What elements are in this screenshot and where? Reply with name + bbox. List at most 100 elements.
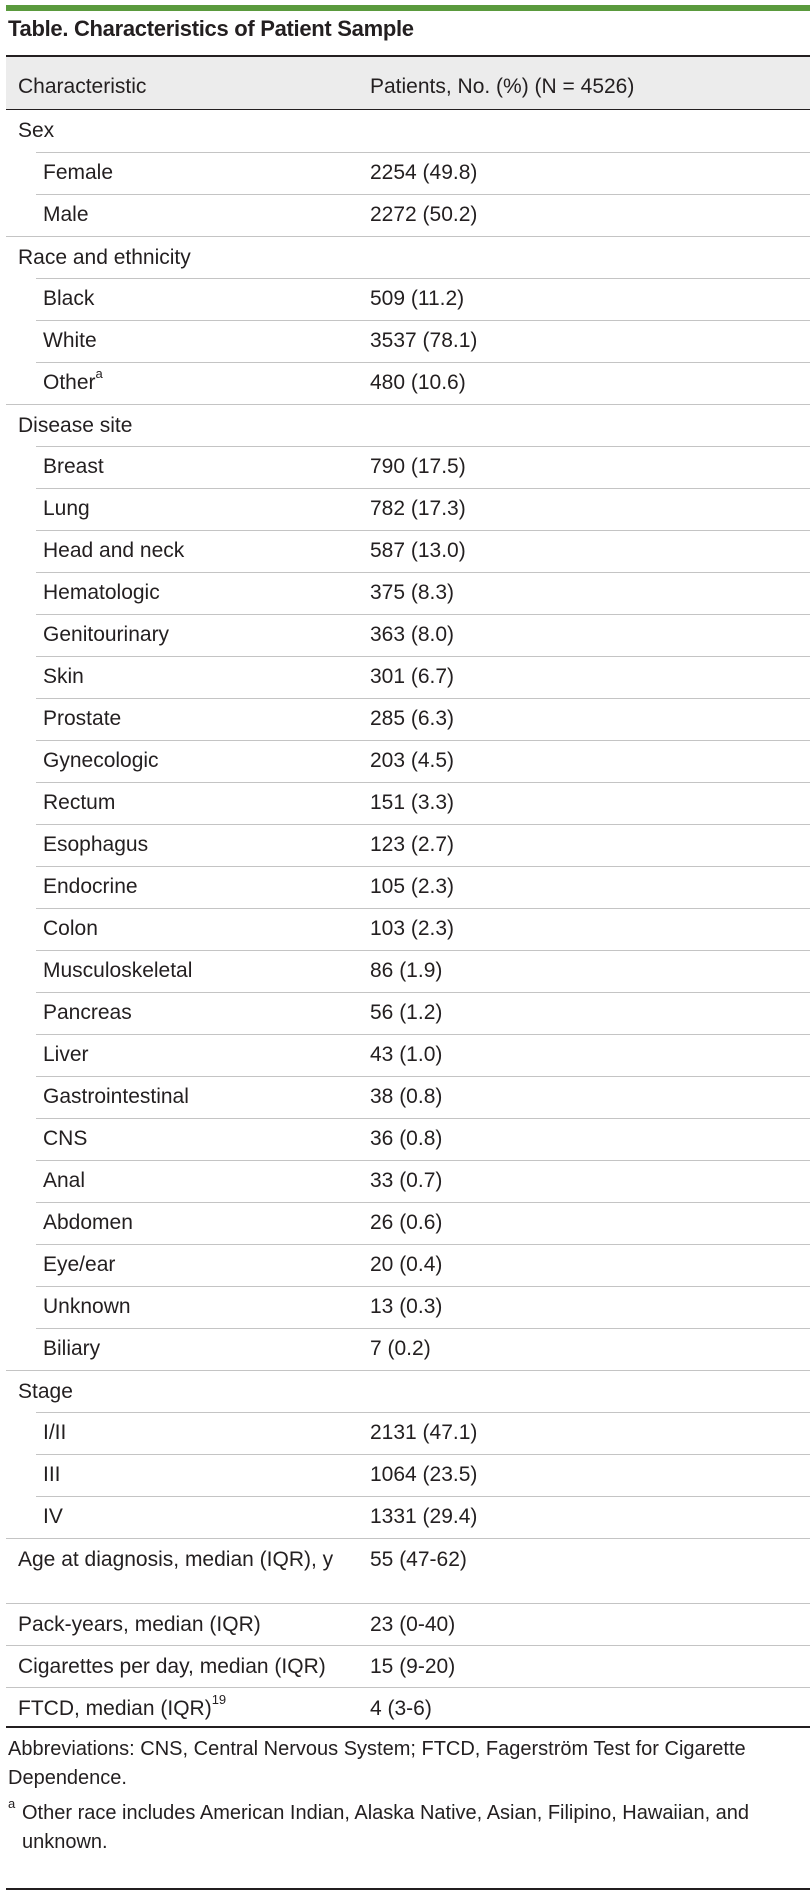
- row-label: Race and ethnicity: [18, 246, 191, 270]
- group-header-row: Stage: [6, 1370, 810, 1412]
- row-label: Male: [43, 203, 89, 227]
- row-label-text: Breast: [43, 455, 104, 478]
- table-row: Esophagus 123 (2.7): [6, 824, 810, 866]
- row-value: 43 (1.0): [370, 1043, 443, 1066]
- row-label-text: Pancreas: [43, 1001, 132, 1024]
- table-row: Female 2254 (49.8): [6, 152, 810, 194]
- row-label: Stage: [18, 1380, 73, 1404]
- row-label: CNS: [43, 1127, 87, 1151]
- row-value: 790 (17.5): [370, 455, 466, 478]
- row-label: FTCD, median (IQR)19: [18, 1693, 226, 1721]
- row-label-text: Rectum: [43, 791, 116, 814]
- footnote-ref: 19: [211, 1692, 227, 1707]
- row-value: 509 (11.2): [370, 287, 465, 310]
- row-value: 15 (9-20): [370, 1655, 456, 1678]
- row-value: 86 (1.9): [370, 959, 443, 982]
- row-label: Lung: [43, 497, 90, 521]
- row-label-text: White: [43, 329, 97, 352]
- table-row: Male 2272 (50.2): [6, 194, 810, 236]
- table-bottom-divider: [6, 1726, 810, 1728]
- row-value: 1331 (29.4): [370, 1505, 478, 1528]
- row-label: Anal: [43, 1169, 85, 1193]
- row-label: Disease site: [18, 414, 132, 438]
- table-row: IV 1331 (29.4): [6, 1496, 810, 1538]
- row-label: Liver: [43, 1043, 89, 1067]
- row-value: 151 (3.3): [370, 791, 455, 814]
- row-label-text: Cigarettes per day, median (IQR): [18, 1655, 326, 1678]
- table-row: Liver 43 (1.0): [6, 1034, 810, 1076]
- row-label-text: Female: [43, 161, 114, 184]
- row-label: Pancreas: [43, 1001, 132, 1025]
- row-label-text: Unknown: [43, 1295, 131, 1318]
- row-value: 38 (0.8): [370, 1085, 443, 1108]
- final-divider: [6, 1888, 810, 1890]
- row-label: Biliary: [43, 1337, 100, 1361]
- table-row: Endocrine 105 (2.3): [6, 866, 810, 908]
- table-row: Abdomen 26 (0.6): [6, 1202, 810, 1244]
- table-row: White 3537 (78.1): [6, 320, 810, 362]
- row-value: 56 (1.2): [370, 1001, 443, 1024]
- row-label: Genitourinary: [43, 623, 169, 647]
- row-label: Sex: [18, 119, 54, 143]
- row-label-text: Black: [43, 287, 95, 310]
- row-label: Cigarettes per day, median (IQR): [18, 1655, 326, 1679]
- row-label: White: [43, 329, 97, 353]
- row-label-text: Esophagus: [43, 833, 149, 856]
- table-row: Lung 782 (17.3): [6, 488, 810, 530]
- row-label: Gynecologic: [43, 749, 159, 773]
- row-label: Musculoskeletal: [43, 959, 192, 983]
- row-label: Breast: [43, 455, 104, 479]
- row-label: Esophagus: [43, 833, 148, 857]
- table-row: Genitourinary 363 (8.0): [6, 614, 810, 656]
- table-row: CNS 36 (0.8): [6, 1118, 810, 1160]
- row-label-text: I/II: [43, 1421, 67, 1444]
- row-value: 4 (3-6): [370, 1697, 432, 1720]
- table-row: Cigarettes per day, median (IQR) 15 (9-20…: [6, 1645, 810, 1687]
- row-label: Othera: [43, 367, 103, 395]
- row-label: Skin: [43, 665, 84, 689]
- row-label: Colon: [43, 917, 98, 941]
- group-header-row: Sex: [6, 110, 810, 152]
- row-label-text: Liver: [43, 1043, 89, 1066]
- row-value: 103 (2.3): [370, 917, 455, 940]
- row-label: Black: [43, 287, 94, 311]
- table-row: Eye/ear 20 (0.4): [6, 1244, 810, 1286]
- row-value: 587 (13.0): [370, 539, 466, 562]
- row-value: 3537 (78.1): [370, 329, 478, 352]
- row-label-text: Disease site: [18, 414, 133, 437]
- table-row: FTCD, median (IQR)19 4 (3-6): [6, 1687, 810, 1729]
- row-label-text: Musculoskeletal: [43, 959, 193, 982]
- table-row: Breast 790 (17.5): [6, 446, 810, 488]
- table-row: III 1064 (23.5): [6, 1454, 810, 1496]
- row-value: 7 (0.2): [370, 1337, 431, 1360]
- row-value: 26 (0.6): [370, 1211, 443, 1234]
- row-value: 480 (10.6): [370, 371, 466, 394]
- table-row: Pack-years, median (IQR) 23 (0-40): [6, 1603, 810, 1645]
- row-label-text: Endocrine: [43, 875, 138, 898]
- row-label-text: Head and neck: [43, 539, 185, 562]
- row-label-text: Pack-years, median (IQR): [18, 1613, 261, 1636]
- group-header-row: Disease site: [6, 404, 810, 446]
- row-value: 301 (6.7): [370, 665, 455, 688]
- row-label: Endocrine: [43, 875, 138, 899]
- group-header-row: Race and ethnicity: [6, 236, 810, 278]
- row-label-text: IV: [43, 1505, 63, 1528]
- row-label: Female: [43, 161, 113, 185]
- row-label: Hematologic: [43, 581, 160, 605]
- row-value: 2254 (49.8): [370, 161, 478, 184]
- row-value: 23 (0-40): [370, 1613, 456, 1636]
- row-label-text: Prostate: [43, 707, 122, 730]
- table-row: Unknown 13 (0.3): [6, 1286, 810, 1328]
- table-header: Characteristic Patients, No. (%) (N = 45…: [6, 57, 810, 110]
- row-label: Gastrointestinal: [43, 1085, 189, 1109]
- row-label-text: III: [43, 1463, 61, 1486]
- table-row: Skin 301 (6.7): [6, 656, 810, 698]
- row-value: 33 (0.7): [370, 1169, 443, 1192]
- row-value: 2272 (50.2): [370, 203, 478, 226]
- accent-rule: [6, 5, 810, 11]
- row-value: 203 (4.5): [370, 749, 455, 772]
- title-divider: [6, 55, 810, 57]
- row-label: Age at diagnosis, median (IQR), y: [18, 1548, 358, 1572]
- row-label-text: Hematologic: [43, 581, 160, 604]
- table-notes: Abbreviations: CNS, Central Nervous Syst…: [8, 1735, 804, 1857]
